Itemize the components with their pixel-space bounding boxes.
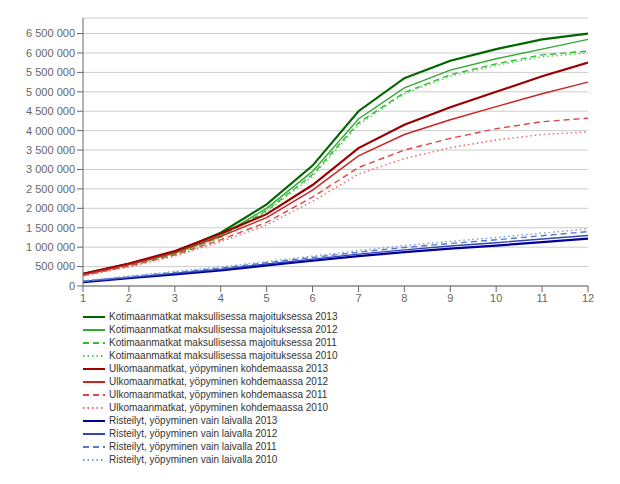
- html-text:Kotimaanmatkat maksullisessa m: Kotimaanmatkat maksullisessa majoitukses…: [109, 311, 338, 322]
- svg-text:2 500 000: 2 500 000: [26, 183, 75, 195]
- svg-text:8: 8: [401, 292, 407, 304]
- html-text:Kotimaanmatkat maksullisessa m: Kotimaanmatkat maksullisessa majoitukses…: [109, 324, 338, 335]
- svg-text:3 000 000: 3 000 000: [26, 163, 75, 175]
- html-text:Ulkomaanmatkat, yöpyminen kohd: Ulkomaanmatkat, yöpyminen kohdemaassa 20…: [109, 402, 328, 413]
- svg-text:6 000 000: 6 000 000: [26, 47, 75, 59]
- svg-text:2: 2: [126, 292, 132, 304]
- svg-text:9: 9: [447, 292, 453, 304]
- svg-text:1 500 000: 1 500 000: [26, 222, 75, 234]
- svg-text:5 000 000: 5 000 000: [26, 86, 75, 98]
- svg-text:4 500 000: 4 500 000: [26, 105, 75, 117]
- svg-text:12: 12: [582, 292, 594, 304]
- html-text:Ulkomaanmatkat, yöpyminen kohd: Ulkomaanmatkat, yöpyminen kohdemaassa 20…: [109, 376, 328, 387]
- html-text:Risteilyt, yöpyminen vain laiv: Risteilyt, yöpyminen vain laivalla 2012: [109, 428, 278, 439]
- svg-text:4 000 000: 4 000 000: [26, 125, 75, 137]
- svg-text:4: 4: [218, 292, 224, 304]
- svg-text:500 000: 500 000: [35, 260, 75, 272]
- svg-text:1: 1: [80, 292, 86, 304]
- svg-text:7: 7: [355, 292, 361, 304]
- svg-text:0: 0: [69, 280, 75, 292]
- html-text:Risteilyt, yöpyminen vain laiv: Risteilyt, yöpyminen vain laivalla 2010: [109, 454, 278, 465]
- svg-text:10: 10: [490, 292, 502, 304]
- html-text:Kotimaanmatkat maksullisessa m: Kotimaanmatkat maksullisessa majoitukses…: [109, 350, 338, 361]
- svg-text:6: 6: [309, 292, 315, 304]
- html-text:Ulkomaanmatkat, yöpyminen kohd: Ulkomaanmatkat, yöpyminen kohdemaassa 20…: [109, 389, 328, 400]
- svg-text:3 500 000: 3 500 000: [26, 144, 75, 156]
- svg-text:2 000 000: 2 000 000: [26, 202, 75, 214]
- svg-text:5: 5: [264, 292, 270, 304]
- svg-text:3: 3: [172, 292, 178, 304]
- html-text:Kotimaanmatkat maksullisessa m: Kotimaanmatkat maksullisessa majoitukses…: [109, 337, 337, 348]
- svg-text:5 500 000: 5 500 000: [26, 66, 75, 78]
- html-text:Ulkomaanmatkat, yöpyminen kohd: Ulkomaanmatkat, yöpyminen kohdemaassa 20…: [109, 363, 328, 374]
- html-text:Risteilyt, yöpyminen vain laiv: Risteilyt, yöpyminen vain laivalla 2011: [109, 441, 277, 452]
- svg-text:6 500 000: 6 500 000: [26, 27, 75, 39]
- svg-text:1 000 000: 1 000 000: [26, 241, 75, 253]
- html-text:Risteilyt, yöpyminen vain laiv: Risteilyt, yöpyminen vain laivalla 2013: [109, 415, 278, 426]
- svg-text:11: 11: [536, 292, 547, 304]
